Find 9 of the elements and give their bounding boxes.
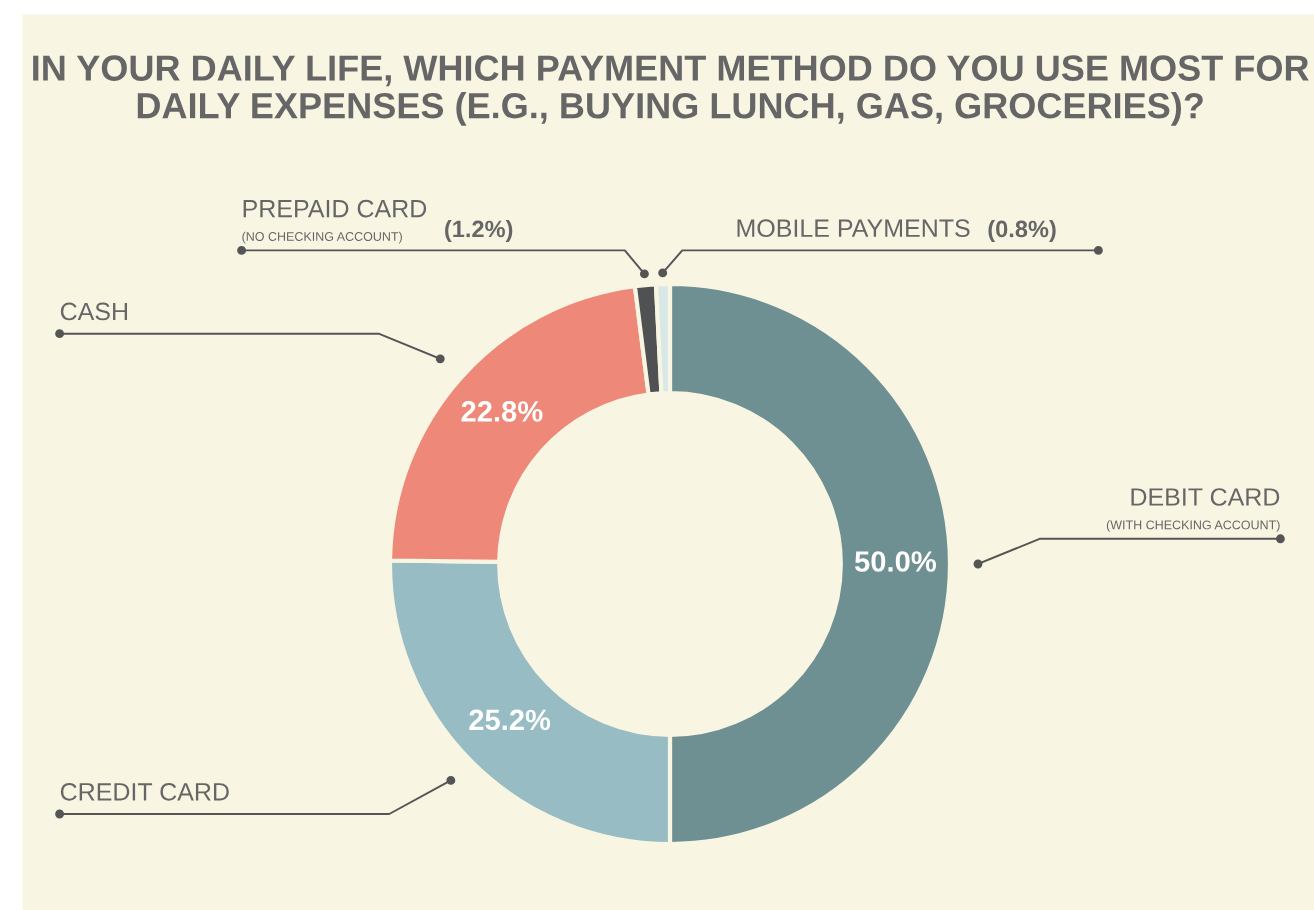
- slice-label: CREDIT CARD: [60, 782, 229, 801]
- data-label: (1.2%): [445, 219, 513, 242]
- data-label: (0.8%): [988, 219, 1056, 242]
- data-label: 22.8%: [461, 401, 543, 422]
- data-label: 25.2%: [469, 709, 551, 731]
- chart-title: IN YOUR DAILY LIFE, WHICH PAYMENT METHOD DO YOU USE MOST FOR DAILY EXPENSES (E.G., BUYING LUNCH, GAS, GROCERIES)?: [33, 55, 1309, 126]
- data-label: 50.0%: [854, 551, 936, 572]
- slice-label: MOBILE PAYMENTS: [737, 219, 970, 238]
- slice-label: CASH: [60, 302, 128, 321]
